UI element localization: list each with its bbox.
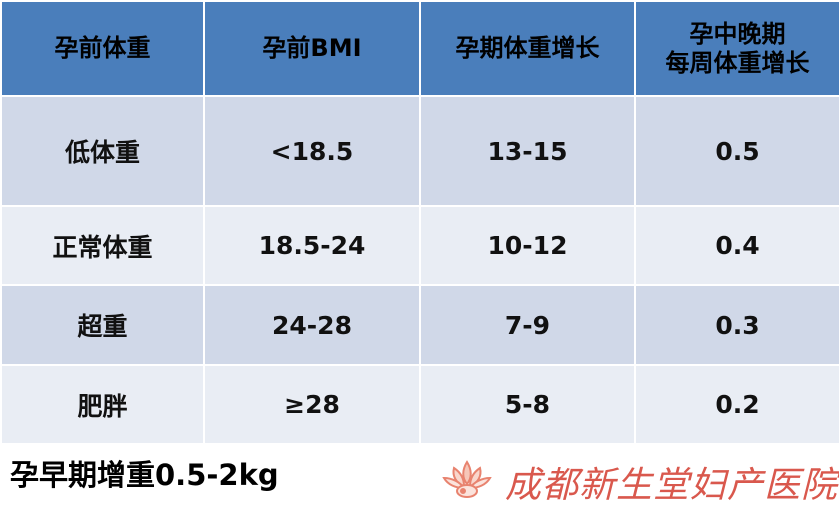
header-weekly-weight-gain: 孕中晚期 每周体重增长 <box>634 0 839 97</box>
cell-total-gain: 10-12 <box>419 205 636 286</box>
cell-weekly-gain: 0.2 <box>634 364 839 445</box>
cell-bmi: 24-28 <box>203 284 421 366</box>
table-header-row: 孕前体重 孕前BMI 孕期体重增长 孕中晚期 每周体重增长 <box>0 0 839 97</box>
cell-weight-category: 肥胖 <box>0 364 205 445</box>
cell-total-gain: 5-8 <box>419 364 636 445</box>
header-weekly-line2: 每周体重增长 <box>665 48 810 77</box>
cell-bmi: ≥28 <box>203 364 421 445</box>
table-row: 低体重 <18.5 13-15 0.5 <box>0 95 839 207</box>
cell-weight-category: 正常体重 <box>0 205 205 286</box>
table-row: 超重 24-28 7-9 0.3 <box>0 284 839 366</box>
cell-weekly-gain: 0.4 <box>634 205 839 286</box>
table-row: 肥胖 ≥28 5-8 0.2 <box>0 364 839 445</box>
bmi-weight-gain-table: 孕前体重 孕前BMI 孕期体重增长 孕中晚期 每周体重增长 低体重 <18.5 … <box>0 0 839 445</box>
header-pregnancy-weight-gain: 孕期体重增长 <box>419 0 636 97</box>
header-prepregnancy-bmi: 孕前BMI <box>203 0 421 97</box>
header-prepregnancy-weight: 孕前体重 <box>0 0 205 97</box>
cell-total-gain: 7-9 <box>419 284 636 366</box>
hospital-logo-icon <box>442 460 492 498</box>
table-row: 正常体重 18.5-24 10-12 0.4 <box>0 205 839 286</box>
cell-weekly-gain: 0.3 <box>634 284 839 366</box>
cell-bmi: <18.5 <box>203 95 421 207</box>
hospital-name-watermark: 成都新生堂妇产医院 <box>505 465 839 506</box>
early-pregnancy-note: 孕早期增重0.5-2kg <box>10 458 279 492</box>
cell-weight-category: 低体重 <box>0 95 205 207</box>
cell-weight-category: 超重 <box>0 284 205 366</box>
cell-weekly-gain: 0.5 <box>634 95 839 207</box>
cell-total-gain: 13-15 <box>419 95 636 207</box>
cell-bmi: 18.5-24 <box>203 205 421 286</box>
header-weekly-line1: 孕中晚期 <box>689 19 786 48</box>
